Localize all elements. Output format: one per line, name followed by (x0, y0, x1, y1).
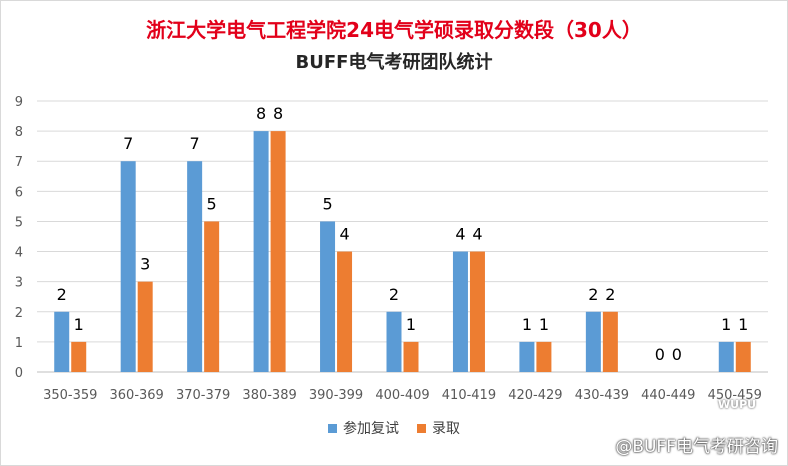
legend-item-series1: 参加复试 (328, 418, 399, 438)
x-tick-label: 390-399 (309, 388, 363, 403)
y-tick-label: 5 (15, 215, 23, 230)
y-tick-label: 2 (15, 306, 23, 321)
data-label: 3 (140, 255, 150, 274)
x-tick-label: 440-449 (641, 388, 695, 403)
data-label: 2 (57, 285, 67, 304)
y-tick-label: 8 (15, 125, 23, 140)
x-tick-label: 410-419 (442, 388, 496, 403)
bar (718, 341, 734, 372)
data-label: 2 (389, 285, 399, 304)
y-tick-label: 6 (15, 185, 23, 200)
bar (71, 341, 87, 372)
x-tick-label: 380-389 (242, 388, 296, 403)
bar (120, 161, 136, 372)
watermark-logo: WUPU (718, 398, 757, 411)
bar (253, 131, 269, 372)
bar (187, 161, 203, 372)
legend-item-series2: 录取 (417, 418, 460, 438)
y-tick-label: 0 (15, 366, 23, 381)
bar (403, 341, 419, 372)
x-tick-label: 430-439 (575, 388, 629, 403)
data-label: 4 (472, 225, 482, 244)
bar (320, 221, 336, 372)
data-label: 7 (123, 134, 133, 153)
data-label: 1 (738, 315, 748, 334)
bar (469, 251, 485, 372)
data-label: 1 (539, 315, 549, 334)
x-tick-label: 370-379 (176, 388, 230, 403)
data-label: 2 (605, 285, 615, 304)
data-label: 8 (256, 104, 266, 123)
data-label: 5 (207, 194, 217, 213)
legend: 参加复试 录取 (0, 418, 788, 438)
legend-swatch-series2 (417, 423, 426, 433)
data-label: 8 (273, 104, 283, 123)
x-tick-label: 350-359 (43, 388, 97, 403)
data-label: 7 (190, 134, 200, 153)
legend-label-series1: 参加复试 (343, 421, 399, 437)
data-label: 0 (655, 345, 665, 364)
bar (137, 281, 153, 372)
chart-title: 浙江大学电气工程学院24电气学硕录取分数段（30人） (146, 18, 642, 42)
data-label: 0 (672, 345, 682, 364)
data-label: 2 (588, 285, 598, 304)
legend-swatch-series1 (328, 423, 337, 433)
data-label: 5 (322, 194, 332, 213)
legend-label-series2: 录取 (432, 421, 460, 437)
y-tick-label: 7 (15, 155, 23, 170)
data-label: 1 (74, 315, 84, 334)
bar (452, 251, 468, 372)
bar (386, 311, 402, 372)
chart-subtitle: BUFF电气考研团队统计 (295, 52, 493, 73)
data-label: 1 (406, 315, 416, 334)
data-label: 1 (522, 315, 532, 334)
x-tick-label: 400-409 (375, 388, 429, 403)
bar (536, 341, 552, 372)
bar (602, 311, 618, 372)
data-label: 4 (339, 225, 349, 244)
bar (204, 221, 220, 372)
data-label: 1 (721, 315, 731, 334)
y-tick-label: 3 (15, 276, 23, 291)
y-tick-label: 9 (15, 95, 23, 110)
bar (735, 341, 751, 372)
x-tick-label: 360-369 (110, 388, 164, 403)
x-tick-label: 420-429 (508, 388, 562, 403)
y-tick-label: 1 (15, 336, 23, 351)
bar (270, 131, 286, 372)
data-label: 4 (455, 225, 465, 244)
watermark-text: @BUFF电气考研咨询 (615, 437, 778, 457)
y-tick-label: 4 (15, 246, 23, 261)
bar (337, 251, 353, 372)
bar (585, 311, 601, 372)
x-tick-label: 450-459 (708, 388, 762, 403)
bar (519, 341, 535, 372)
bar (54, 311, 70, 372)
